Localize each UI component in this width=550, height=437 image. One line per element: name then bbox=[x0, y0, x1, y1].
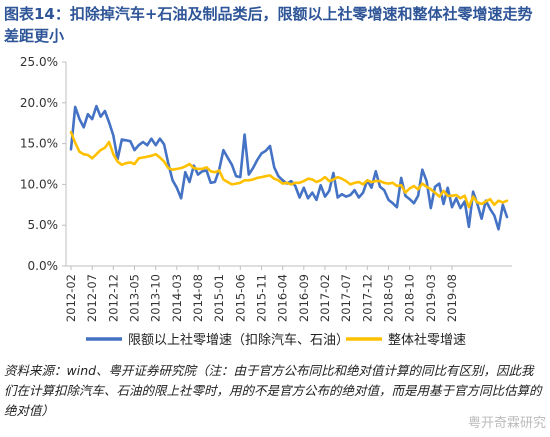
x-tick-label: 2019-08 bbox=[445, 274, 459, 322]
x-axis: 2012-02 2012-07 2012-12 2013-05 2013-10 2014-… bbox=[64, 265, 512, 322]
watermark-text: 粤开奇霖研究 bbox=[467, 416, 546, 431]
y-axis: 0.0% 5.0% 10.0% 15.0% 20.0% 25.0% bbox=[20, 55, 67, 273]
x-tick-label: 2018-05 bbox=[381, 274, 395, 322]
legend: 限额以上社零增速（扣除汽车、石油） 整体社零增速 bbox=[86, 332, 466, 348]
y-tick-label: 15.0% bbox=[20, 137, 58, 151]
x-tick-label: 2015-11 bbox=[254, 274, 268, 322]
x-tick-label: 2012-02 bbox=[64, 274, 78, 322]
x-tick-label: 2018-10 bbox=[403, 274, 417, 322]
x-tick-label: 2017-07 bbox=[339, 274, 353, 322]
x-tick-label: 2013-10 bbox=[149, 274, 163, 322]
x-tick-label: 2017-12 bbox=[360, 274, 374, 322]
y-tick-label: 10.0% bbox=[20, 177, 58, 191]
series-lines bbox=[69, 104, 509, 231]
y-tick-label: 0.0% bbox=[28, 259, 59, 273]
x-tick-label: 2016-09 bbox=[297, 274, 311, 322]
y-tick-label: 5.0% bbox=[28, 218, 59, 232]
legend-label-series-2: 整体社零增速 bbox=[388, 332, 466, 348]
x-tick-label: 2019-03 bbox=[424, 274, 438, 322]
x-tick-label: 2013-05 bbox=[127, 274, 141, 322]
x-tick-label: 2014-03 bbox=[170, 274, 184, 322]
legend-label-series-1: 限额以上社零增速（扣除汽车、石油） bbox=[128, 332, 349, 348]
x-tick-label: 2012-07 bbox=[85, 274, 99, 322]
y-tick-label: 25.0% bbox=[20, 55, 58, 69]
x-tick-label: 2015-01 bbox=[212, 274, 226, 322]
x-tick-label: 2015-06 bbox=[233, 274, 247, 322]
x-tick-label: 2012-12 bbox=[106, 274, 120, 322]
x-tick-label: 2017-02 bbox=[318, 274, 332, 322]
series-line-1 bbox=[69, 104, 509, 231]
y-tick-label: 20.0% bbox=[20, 96, 58, 110]
source-note: 资料来源：wind、粤开证券研究院（注：由于官方公布同比和绝对值计算的同比有区别… bbox=[4, 363, 542, 418]
x-tick-label: 2016-04 bbox=[276, 274, 290, 322]
series-line-2 bbox=[69, 130, 509, 209]
figure-title: 图表14：扣除掉汽车+石油及制品类后，限额以上社零增速和整体社零增速走势差距更小 bbox=[4, 5, 533, 45]
x-tick-label: 2014-08 bbox=[191, 274, 205, 322]
